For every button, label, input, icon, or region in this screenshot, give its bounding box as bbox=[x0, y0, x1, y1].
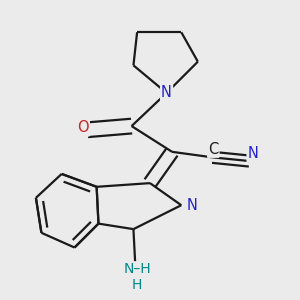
Text: N–H: N–H bbox=[123, 262, 151, 276]
Text: N: N bbox=[248, 146, 259, 161]
Text: C: C bbox=[208, 142, 218, 157]
Text: H: H bbox=[132, 278, 142, 292]
Text: N: N bbox=[161, 85, 172, 100]
Text: N: N bbox=[186, 198, 197, 213]
Text: O: O bbox=[77, 120, 89, 135]
